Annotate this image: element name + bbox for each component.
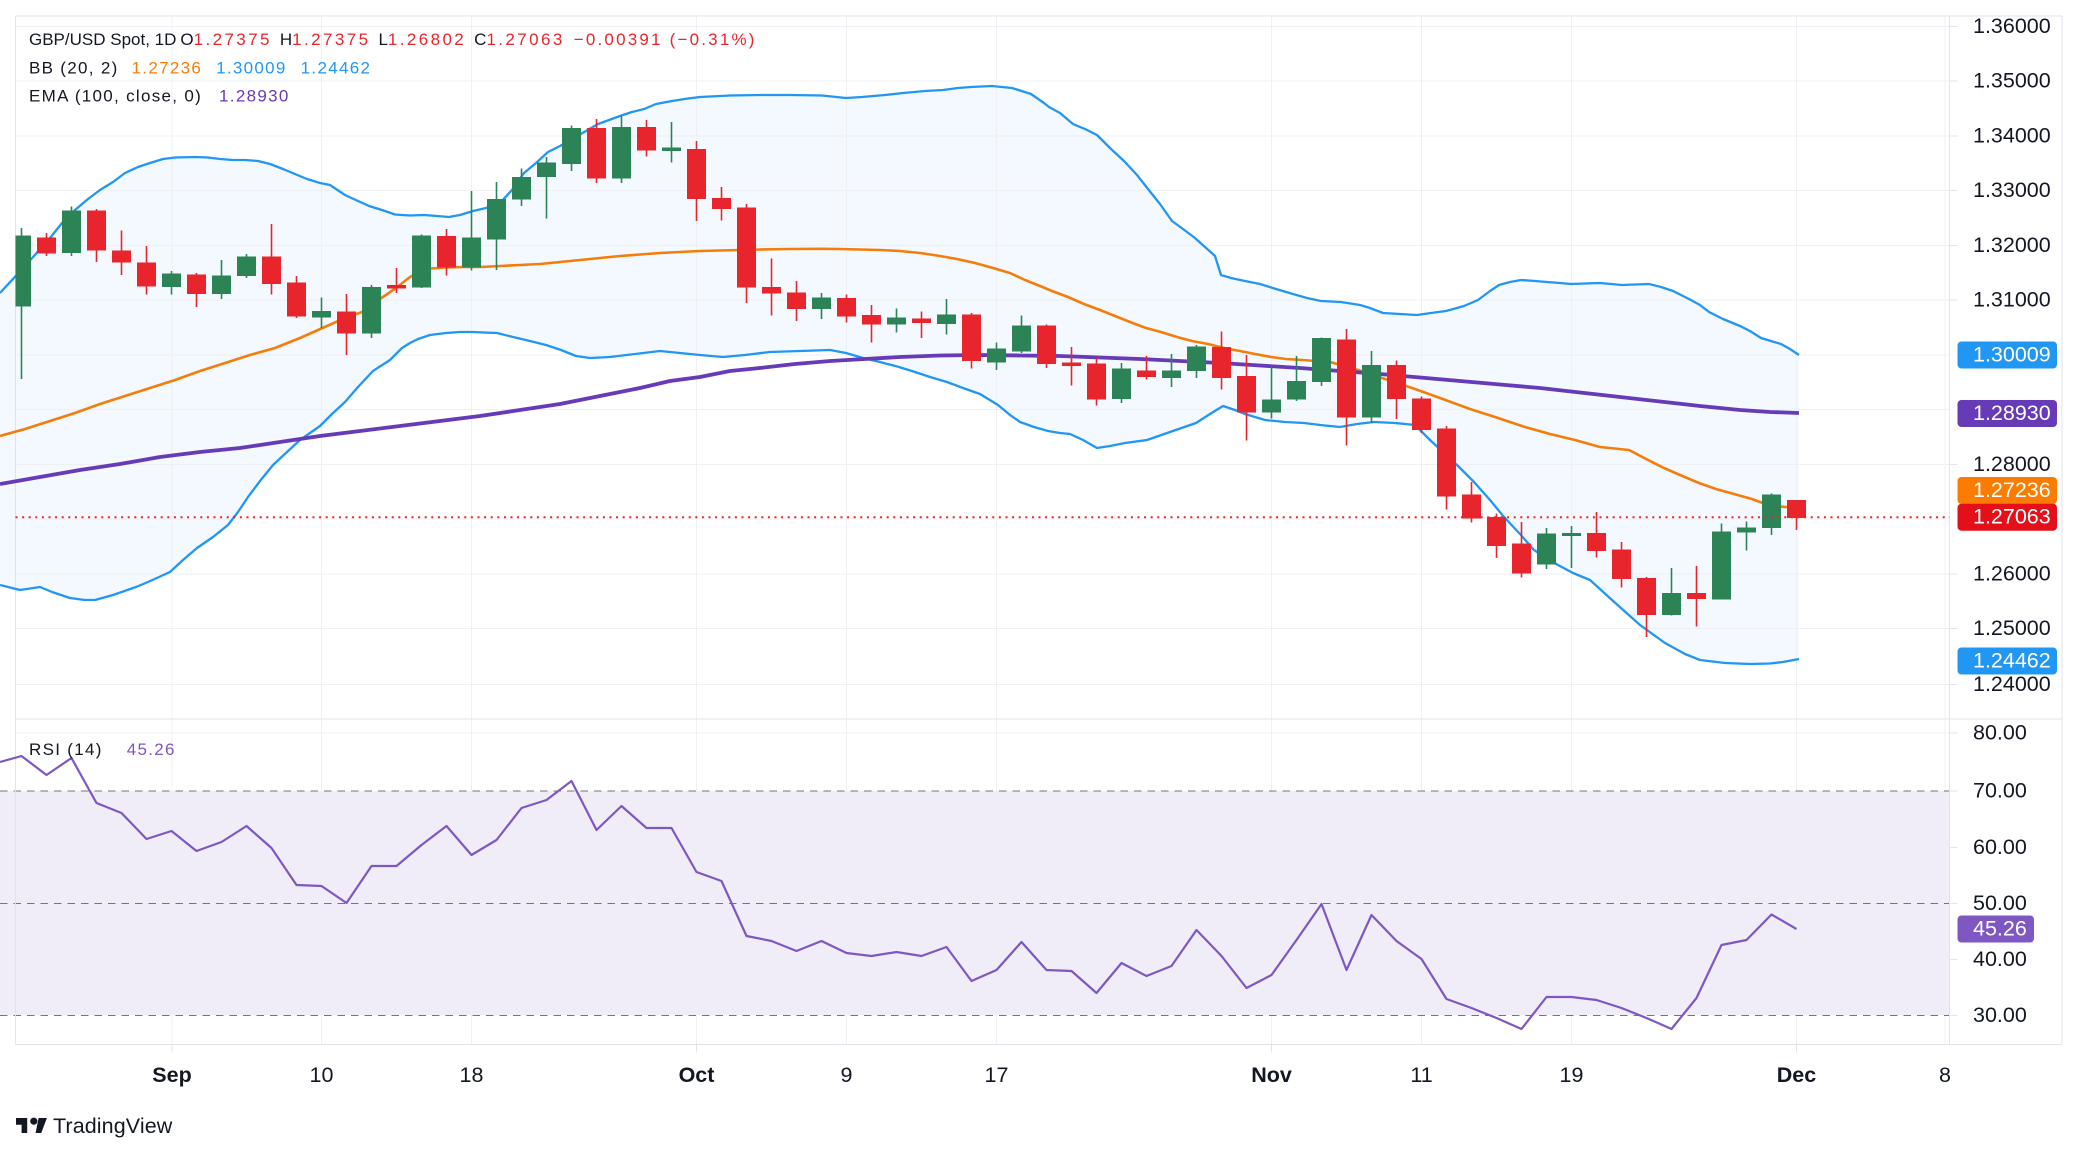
- svg-text:10: 10: [310, 1063, 334, 1087]
- svg-text:1.31000: 1.31000: [1973, 288, 2051, 312]
- svg-text:9: 9: [841, 1063, 853, 1087]
- svg-text:Nov: Nov: [1251, 1063, 1292, 1087]
- svg-text:11: 11: [1410, 1063, 1432, 1087]
- svg-text:1.26000: 1.26000: [1973, 562, 2051, 586]
- svg-text:Dec: Dec: [1777, 1063, 1816, 1087]
- svg-text:Sep: Sep: [152, 1063, 191, 1087]
- svg-text:60.00: 60.00: [1973, 835, 2027, 859]
- svg-text:1.28000: 1.28000: [1973, 452, 2051, 476]
- svg-text:18: 18: [460, 1063, 484, 1087]
- svg-text:1.34000: 1.34000: [1973, 124, 2051, 148]
- svg-text:1.24462: 1.24462: [1973, 649, 2051, 673]
- svg-text:1.30009: 1.30009: [1973, 343, 2051, 367]
- svg-text:1.32000: 1.32000: [1973, 233, 2051, 257]
- svg-text:EMA (100, close, 0)1.28930: EMA (100, close, 0) 1.28930: [29, 87, 290, 106]
- svg-text:70.00: 70.00: [1973, 779, 2027, 803]
- svg-text:TradingView: TradingView: [53, 1114, 173, 1138]
- svg-text:8: 8: [1939, 1063, 1951, 1087]
- svg-text:45.26: 45.26: [1973, 917, 2027, 941]
- svg-text:40.00: 40.00: [1973, 947, 2027, 971]
- svg-text:1.33000: 1.33000: [1973, 178, 2051, 202]
- svg-text:19: 19: [1560, 1063, 1584, 1087]
- svg-text:1.27236: 1.27236: [1973, 478, 2051, 502]
- svg-text:50.00: 50.00: [1973, 891, 2027, 915]
- svg-text:80.00: 80.00: [1973, 721, 2027, 745]
- svg-text:RSI (14)45.26: RSI (14) 45.26: [29, 740, 176, 759]
- svg-text:1.36000: 1.36000: [1973, 14, 2051, 38]
- svg-text:17: 17: [985, 1063, 1009, 1087]
- svg-text:1.24000: 1.24000: [1973, 672, 2051, 696]
- svg-text:30.00: 30.00: [1973, 1003, 2027, 1027]
- svg-text:1.27063: 1.27063: [1973, 505, 2051, 529]
- svg-text:1.28930: 1.28930: [1973, 401, 2051, 425]
- svg-text:1.25000: 1.25000: [1973, 616, 2051, 640]
- svg-text:Oct: Oct: [679, 1063, 715, 1087]
- svg-text:1.35000: 1.35000: [1973, 69, 2051, 93]
